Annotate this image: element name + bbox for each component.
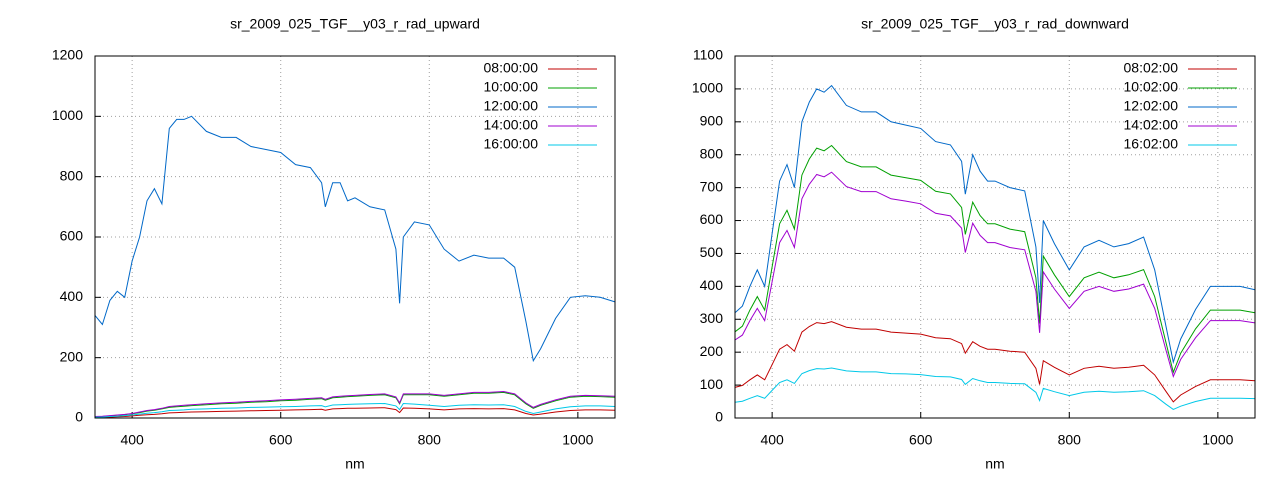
y-tick-label: 200: [700, 343, 724, 359]
y-tick-label: 500: [700, 244, 724, 260]
legend-label: 16:00:00: [484, 136, 539, 152]
y-tick-label: 1100: [693, 47, 723, 63]
data-line: [94, 390, 616, 417]
data-line: [94, 115, 616, 363]
y-tick-label: 900: [700, 113, 724, 129]
y-tick-label: 400: [60, 288, 84, 304]
y-tick-label: 300: [700, 310, 724, 326]
legend-label: 12:02:00: [1124, 98, 1179, 114]
legend-label: 08:02:00: [1124, 60, 1179, 76]
legend-label: 12:00:00: [484, 98, 539, 114]
data-line: [734, 84, 1256, 365]
y-tick-label: 700: [700, 178, 724, 194]
chart-title: sr_2009_025_TGF__y03_r_rad_upward: [230, 16, 480, 32]
x-tick-label: 1000: [1202, 432, 1233, 448]
data-line: [734, 367, 1256, 410]
x-tick-label: 1000: [562, 432, 593, 448]
y-tick-label: 100: [700, 376, 724, 392]
data-line: [734, 144, 1256, 374]
legend-label: 08:00:00: [484, 60, 539, 76]
x-tick-label: 400: [120, 432, 144, 448]
data-line: [94, 391, 616, 418]
legend-label: 14:00:00: [484, 117, 539, 133]
y-tick-label: 1000: [692, 80, 723, 96]
y-tick-label: 0: [75, 409, 83, 425]
y-tick-label: 1200: [52, 47, 83, 63]
x-axis-label: nm: [985, 456, 1004, 472]
x-tick-label: 800: [1058, 432, 1082, 448]
legend-label: 16:02:00: [1124, 136, 1179, 152]
y-tick-label: 0: [715, 409, 723, 425]
data-line: [95, 407, 616, 418]
y-tick-label: 600: [60, 228, 84, 244]
chart-title: sr_2009_025_TGF__y03_r_rad_downward: [861, 16, 1129, 32]
y-tick-label: 200: [60, 348, 84, 364]
data-line: [734, 171, 1256, 378]
y-tick-label: 1000: [52, 107, 83, 123]
data-line: [734, 321, 1256, 403]
y-tick-label: 600: [700, 211, 724, 227]
legend-label: 10:00:00: [484, 79, 539, 95]
x-tick-label: 600: [269, 432, 293, 448]
legend-label: 10:02:00: [1124, 79, 1179, 95]
x-tick-label: 800: [418, 432, 442, 448]
plot-frame: [94, 55, 616, 419]
x-tick-label: 400: [760, 432, 784, 448]
y-tick-label: 800: [60, 167, 84, 183]
data-line: [95, 402, 616, 418]
plot-frame: [734, 55, 1256, 419]
y-tick-label: 400: [700, 277, 724, 293]
y-tick-label: 800: [700, 145, 724, 161]
x-tick-label: 600: [909, 432, 933, 448]
legend-label: 14:02:00: [1124, 117, 1179, 133]
x-axis-label: nm: [345, 456, 364, 472]
